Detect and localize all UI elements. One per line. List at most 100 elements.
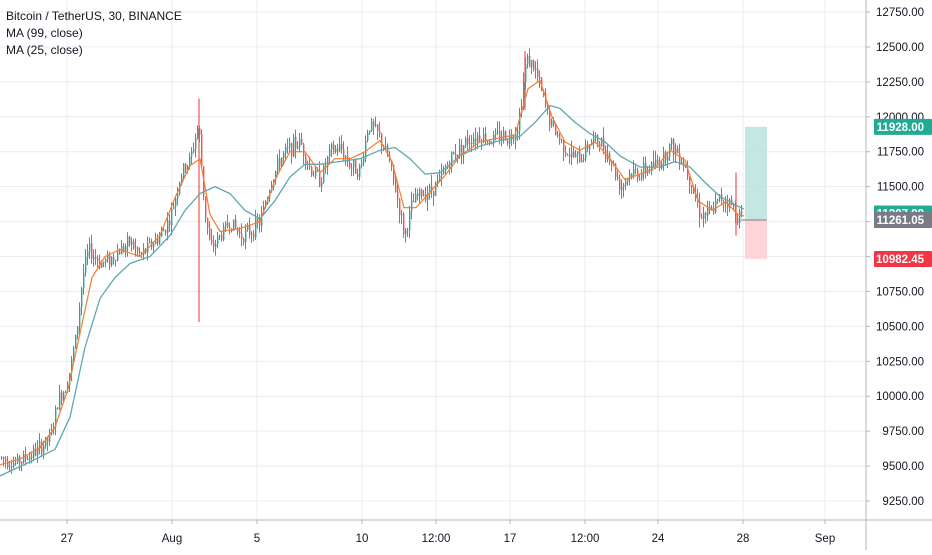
candle-body [279, 158, 281, 167]
candle-body [187, 165, 189, 171]
candle-body [673, 139, 675, 155]
candle-body [443, 170, 445, 174]
candle-body [137, 247, 139, 252]
candle-body [419, 189, 421, 197]
candle-body [363, 158, 365, 163]
candle-body [251, 233, 253, 236]
candle-body [315, 169, 317, 176]
candle-body [29, 456, 31, 460]
candle-body [181, 176, 183, 183]
candle-body [427, 194, 429, 201]
target-price-tag [874, 118, 932, 135]
candle-body [171, 208, 173, 225]
candle-body [565, 152, 567, 155]
candle-body [57, 407, 59, 410]
candle-body [73, 348, 75, 360]
candle-body [731, 199, 733, 205]
candle-body [183, 163, 185, 177]
candle-body [233, 219, 235, 231]
candle-body [105, 259, 107, 262]
candle-body [133, 241, 135, 249]
candle-body [91, 243, 93, 259]
candle-body [439, 175, 441, 180]
candle-body [525, 64, 527, 82]
candle-body [655, 159, 657, 167]
candle-body [603, 138, 605, 151]
candle-body [245, 229, 247, 243]
candle-body [631, 173, 633, 177]
x-tick-label: Aug [162, 533, 182, 545]
candle-body [401, 214, 403, 216]
candle-body [39, 441, 41, 447]
candle-body [319, 170, 321, 187]
candle-body [593, 137, 595, 142]
candle-body [163, 230, 165, 232]
candle-body [561, 139, 563, 141]
candle-body [299, 138, 301, 147]
candle-body [7, 460, 9, 468]
candle-body [587, 144, 589, 150]
candle-body [95, 257, 97, 259]
candle-body [639, 177, 641, 179]
x-tick-label: 5 [254, 533, 260, 545]
candle-body [117, 251, 119, 261]
candle-body [487, 140, 489, 142]
y-tick-label: 9750.00 [882, 426, 924, 438]
candle-body [725, 202, 727, 204]
candle-body [635, 169, 637, 171]
symbol-title[interactable]: Bitcoin / TetherUS, 30, BINANCE [6, 9, 182, 23]
candle-body [535, 68, 537, 70]
candle-body [435, 182, 437, 196]
candle-body [31, 456, 33, 458]
candle-body [59, 392, 61, 410]
candle-body [343, 149, 345, 158]
indicator-ma25-label[interactable]: MA (25, close) [6, 43, 83, 57]
candle-body [5, 458, 7, 461]
candle-body [197, 128, 199, 138]
candle-body [571, 151, 573, 157]
candle-body [211, 239, 213, 243]
candle-body [421, 189, 423, 197]
candle-body [471, 142, 473, 144]
candle-body [687, 168, 689, 177]
candle-body [119, 251, 121, 255]
candle-body [15, 462, 17, 464]
candle-body [527, 56, 529, 65]
candle-body [71, 359, 73, 373]
candle-body [497, 131, 499, 133]
candle-body [81, 287, 83, 308]
candle-body [287, 146, 289, 148]
candle-body [135, 247, 137, 249]
candle-body [323, 165, 325, 183]
candle-body [195, 137, 197, 150]
candle-body [103, 261, 105, 263]
stop-price-tag-label: 10982.45 [876, 254, 925, 266]
candle-body [257, 217, 259, 222]
candle-body [575, 154, 577, 157]
candle-body [619, 178, 621, 191]
candle-body [77, 326, 79, 336]
candle-body [605, 150, 607, 160]
candle-body [303, 144, 305, 156]
stop-price-tag [874, 250, 932, 267]
ma99-line [0, 104, 745, 477]
x-tick-label: 17 [504, 533, 517, 545]
candle-body [369, 130, 371, 133]
candle-body [715, 200, 717, 213]
indicator-ma99-label[interactable]: MA (99, close) [6, 26, 83, 40]
candle-body [43, 445, 45, 454]
candle-body [397, 191, 399, 200]
candle-body [149, 241, 151, 243]
candle-body [375, 124, 377, 127]
candle-body [289, 143, 291, 148]
candle-body [109, 255, 111, 266]
candle-body [19, 456, 21, 464]
candle-body [301, 138, 303, 145]
candle-body [431, 186, 433, 192]
candle-body [213, 242, 215, 247]
candle-body [359, 164, 361, 177]
candle-body [585, 144, 587, 159]
position-tool[interactable] [741, 126, 767, 259]
